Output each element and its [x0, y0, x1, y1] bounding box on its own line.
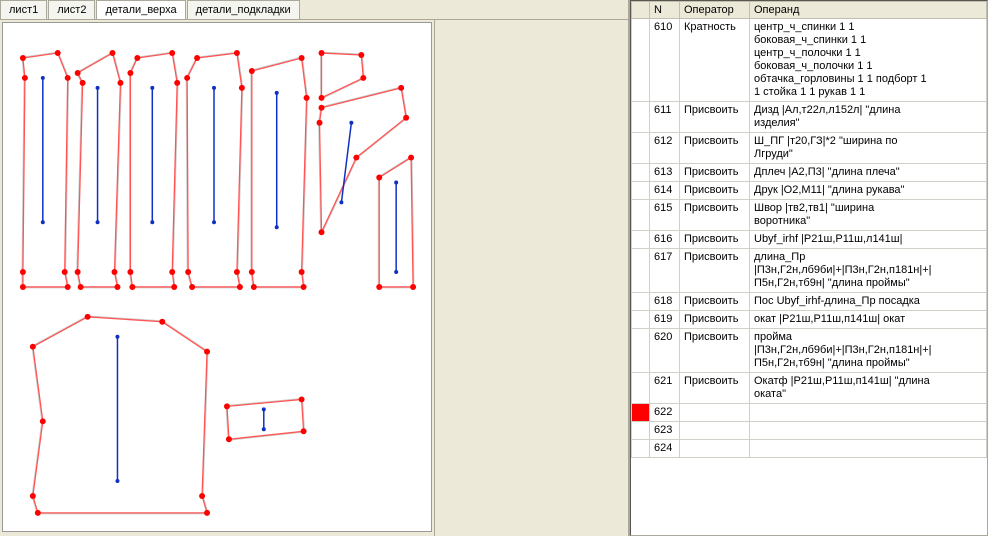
row-marker: [632, 182, 650, 200]
canvas-side-panel: [434, 20, 628, 536]
col-operator[interactable]: Оператор: [680, 2, 750, 19]
cell-n[interactable]: 622: [650, 404, 680, 422]
row-marker: [632, 311, 650, 329]
cell-operand[interactable]: Дплеч |А2,П3| "длина плеча": [750, 164, 987, 182]
right-pane: N Оператор Операнд 610Кратностьцентр_ч_с…: [630, 0, 988, 536]
tab-list2[interactable]: лист2: [48, 0, 95, 19]
cell-n[interactable]: 613: [650, 164, 680, 182]
cell-operator[interactable]: Присвоить: [680, 164, 750, 182]
left-pane: лист1 лист2 детали_верха детали_подкладк…: [0, 0, 630, 536]
cell-operand[interactable]: Дизд |Ал,т22л,л152л| "длинаизделия": [750, 102, 987, 133]
row-marker: [632, 373, 650, 404]
row-marker: [632, 293, 650, 311]
operator-grid[interactable]: N Оператор Операнд 610Кратностьцентр_ч_с…: [631, 1, 987, 458]
row-marker: [632, 231, 650, 249]
cell-n[interactable]: 612: [650, 133, 680, 164]
cell-operator[interactable]: Присвоить: [680, 293, 750, 311]
cell-n[interactable]: 615: [650, 200, 680, 231]
row-marker: [632, 102, 650, 133]
cell-operand[interactable]: Друк |О2,М11| "длина рукава": [750, 182, 987, 200]
cell-operator[interactable]: [680, 404, 750, 422]
table-row[interactable]: 616ПрисвоитьUbyf_irhf |P21ш,P11ш,л141ш|: [632, 231, 987, 249]
cell-n[interactable]: 614: [650, 182, 680, 200]
grid-body: 610Кратностьцентр_ч_спинки 1 1боковая_ч_…: [632, 19, 987, 458]
row-marker: [632, 249, 650, 293]
cell-n[interactable]: 617: [650, 249, 680, 293]
cell-n[interactable]: 624: [650, 440, 680, 458]
table-row[interactable]: 612ПрисвоитьШ_ПГ |т20,ГЗ|*2 "ширина поЛг…: [632, 133, 987, 164]
cell-n[interactable]: 621: [650, 373, 680, 404]
row-marker: [632, 440, 650, 458]
cell-n[interactable]: 623: [650, 422, 680, 440]
cell-operator[interactable]: Кратность: [680, 19, 750, 102]
cell-operand[interactable]: пройма|П3н,Г2н,лб9би|+|П3н,Г2н,п181н|+|П…: [750, 329, 987, 373]
table-row[interactable]: 620Присвоитьпройма|П3н,Г2н,лб9би|+|П3н,Г…: [632, 329, 987, 373]
table-row[interactable]: 618ПрисвоитьПос Ubyf_irhf-длина_Пр посад…: [632, 293, 987, 311]
cell-operator[interactable]: [680, 422, 750, 440]
table-row[interactable]: 610Кратностьцентр_ч_спинки 1 1боковая_ч_…: [632, 19, 987, 102]
table-row[interactable]: 619Присвоитьокат |P21ш,P11ш,п141ш| окат: [632, 311, 987, 329]
col-operand[interactable]: Операнд: [750, 2, 987, 19]
tab-details-top[interactable]: детали_верха: [96, 0, 185, 19]
cell-operator[interactable]: Присвоить: [680, 102, 750, 133]
grid-wrap[interactable]: N Оператор Операнд 610Кратностьцентр_ч_с…: [630, 0, 988, 536]
cell-operand[interactable]: окат |P21ш,P11ш,п141ш| окат: [750, 311, 987, 329]
col-n[interactable]: N: [650, 2, 680, 19]
cell-operand[interactable]: длина_Пр|П3н,Г2н,лб9би|+|П3н,Г2н,п181н|+…: [750, 249, 987, 293]
table-row[interactable]: 624: [632, 440, 987, 458]
cell-operand[interactable]: [750, 440, 987, 458]
canvas-wrap: [0, 20, 628, 536]
cell-n[interactable]: 618: [650, 293, 680, 311]
tab-list1[interactable]: лист1: [0, 0, 47, 19]
table-row[interactable]: 617Присвоитьдлина_Пр|П3н,Г2н,лб9би|+|П3н…: [632, 249, 987, 293]
cell-operator[interactable]: Присвоить: [680, 249, 750, 293]
cell-operand[interactable]: [750, 422, 987, 440]
row-marker: [632, 200, 650, 231]
cell-operator[interactable]: Присвоить: [680, 311, 750, 329]
cell-operator[interactable]: Присвоить: [680, 329, 750, 373]
cell-operator[interactable]: Присвоить: [680, 373, 750, 404]
table-row[interactable]: 622: [632, 404, 987, 422]
row-marker: [632, 329, 650, 373]
cell-operand[interactable]: центр_ч_спинки 1 1боковая_ч_спинки 1 1це…: [750, 19, 987, 102]
cell-operator[interactable]: Присвоить: [680, 133, 750, 164]
row-marker: [632, 19, 650, 102]
pattern-svg: [3, 23, 431, 531]
cell-n[interactable]: 620: [650, 329, 680, 373]
cell-operand[interactable]: Швор |тв2,тв1| "ширинаворотника": [750, 200, 987, 231]
row-marker: [632, 133, 650, 164]
cell-n[interactable]: 619: [650, 311, 680, 329]
cell-operand[interactable]: Пос Ubyf_irhf-длина_Пр посадка: [750, 293, 987, 311]
cell-operand[interactable]: Окатф |P21ш,P11ш,п141ш| "длинаоката": [750, 373, 987, 404]
row-marker: [632, 422, 650, 440]
cell-n[interactable]: 610: [650, 19, 680, 102]
col-marker: [632, 2, 650, 19]
table-row[interactable]: 621ПрисвоитьОкатф |P21ш,P11ш,п141ш| "дли…: [632, 373, 987, 404]
cell-operator[interactable]: Присвоить: [680, 200, 750, 231]
tabstrip: лист1 лист2 детали_верха детали_подкладк…: [0, 0, 628, 20]
cell-operand[interactable]: Ubyf_irhf |P21ш,P11ш,л141ш|: [750, 231, 987, 249]
cell-n[interactable]: 616: [650, 231, 680, 249]
row-marker: [632, 404, 650, 422]
table-row[interactable]: 615ПрисвоитьШвор |тв2,тв1| "ширинаворотн…: [632, 200, 987, 231]
cell-operator[interactable]: [680, 440, 750, 458]
table-row[interactable]: 623: [632, 422, 987, 440]
cell-operand[interactable]: Ш_ПГ |т20,ГЗ|*2 "ширина поЛгруди": [750, 133, 987, 164]
row-marker: [632, 164, 650, 182]
cell-operator[interactable]: Присвоить: [680, 231, 750, 249]
cell-operator[interactable]: Присвоить: [680, 182, 750, 200]
table-row[interactable]: 614ПрисвоитьДрук |О2,М11| "длина рукава": [632, 182, 987, 200]
cell-n[interactable]: 611: [650, 102, 680, 133]
table-row[interactable]: 611ПрисвоитьДизд |Ал,т22л,л152л| "длинаи…: [632, 102, 987, 133]
table-row[interactable]: 613ПрисвоитьДплеч |А2,П3| "длина плеча": [632, 164, 987, 182]
pattern-canvas[interactable]: [2, 22, 432, 532]
cell-operand[interactable]: [750, 404, 987, 422]
tab-details-lining[interactable]: детали_подкладки: [187, 0, 300, 19]
